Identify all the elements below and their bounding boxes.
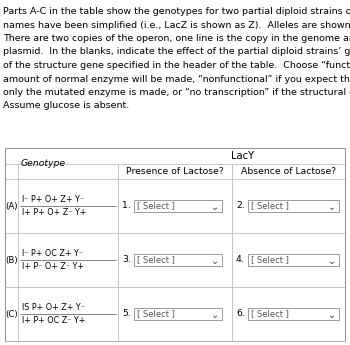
Text: 4.: 4. (236, 256, 245, 265)
FancyBboxPatch shape (248, 200, 339, 212)
Text: [ Select ]: [ Select ] (251, 201, 289, 210)
Text: I+ P+ O+ Z⁻ Y+: I+ P+ O+ Z⁻ Y+ (22, 208, 86, 217)
Bar (5, 148, 345, 341)
Text: names have been simplified (i.e., LacZ is shown as Z).  Alleles are shown using : names have been simplified (i.e., LacZ i… (3, 20, 350, 30)
Text: I+ P⁻ O+ Z⁻ Y+: I+ P⁻ O+ Z⁻ Y+ (22, 262, 84, 271)
Text: Absence of Lactose?: Absence of Lactose? (241, 167, 336, 176)
Text: ⌄: ⌄ (211, 309, 219, 319)
Text: of the structure gene specified in the header of the table.  Choose “functional”: of the structure gene specified in the h… (3, 61, 350, 70)
Text: Assume glucose is absent.: Assume glucose is absent. (3, 101, 129, 110)
Text: ⌄: ⌄ (328, 309, 336, 319)
Text: ⌄: ⌄ (328, 256, 336, 266)
Text: I+ P+ OC Z⁻ Y+: I+ P+ OC Z⁻ Y+ (22, 316, 85, 325)
Text: 3.: 3. (122, 256, 131, 265)
Text: 2.: 2. (236, 201, 245, 210)
Text: [ Select ]: [ Select ] (251, 309, 289, 318)
Text: 5.: 5. (122, 309, 131, 318)
Text: [ Select ]: [ Select ] (137, 309, 175, 318)
Text: LacY: LacY (231, 151, 255, 161)
Text: (C): (C) (5, 309, 18, 318)
Text: I⁻ P+ O+ Z+ Y⁻: I⁻ P+ O+ Z+ Y⁻ (22, 195, 84, 204)
Text: IS P+ O+ Z+ Y⁻: IS P+ O+ Z+ Y⁻ (22, 303, 85, 312)
Text: Presence of Lactose?: Presence of Lactose? (126, 167, 224, 176)
Text: [ Select ]: [ Select ] (137, 256, 175, 265)
Text: 6.: 6. (236, 309, 245, 318)
Text: There are two copies of the operon, one line is the copy in the genome and the o: There are two copies of the operon, one … (3, 34, 350, 43)
FancyBboxPatch shape (134, 200, 222, 212)
Text: amount of normal enzyme will be made, “nonfunctional” if you expect that transcr: amount of normal enzyme will be made, “n… (3, 75, 350, 83)
FancyBboxPatch shape (134, 308, 222, 320)
Text: [ Select ]: [ Select ] (137, 201, 175, 210)
Text: ⌄: ⌄ (328, 201, 336, 211)
Text: [ Select ]: [ Select ] (251, 256, 289, 265)
FancyBboxPatch shape (248, 254, 339, 266)
Text: only the mutated enzyme is made, or “no transcription” if the structural gene is: only the mutated enzyme is made, or “no … (3, 88, 350, 97)
Text: plasmid.  In the blanks, indicate the effect of the partial diploid strains’ gen: plasmid. In the blanks, indicate the eff… (3, 48, 350, 57)
Text: ⌄: ⌄ (211, 256, 219, 266)
Text: ⌄: ⌄ (211, 201, 219, 211)
Text: Genotype: Genotype (21, 159, 66, 168)
FancyBboxPatch shape (134, 254, 222, 266)
Text: (A): (A) (5, 201, 18, 210)
Text: 1.: 1. (122, 201, 131, 210)
Text: I⁻ P+ OC Z+ Y⁻: I⁻ P+ OC Z+ Y⁻ (22, 249, 83, 258)
Text: Parts A-C in the table show the genotypes for two partial diploid strains of the: Parts A-C in the table show the genotype… (3, 7, 350, 16)
Text: (B): (B) (5, 256, 18, 265)
FancyBboxPatch shape (248, 308, 339, 320)
